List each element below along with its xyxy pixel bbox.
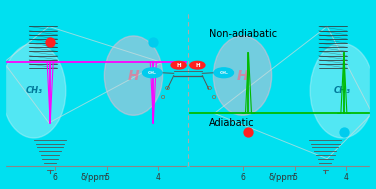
Text: 4: 4 (344, 173, 349, 182)
Circle shape (171, 61, 186, 69)
Text: CH₃: CH₃ (26, 86, 42, 95)
Text: H: H (128, 69, 139, 83)
Ellipse shape (310, 43, 374, 138)
Ellipse shape (2, 43, 66, 138)
Text: δ/ppm: δ/ppm (268, 173, 296, 182)
Circle shape (190, 61, 205, 69)
Text: 6: 6 (53, 173, 58, 182)
Circle shape (214, 68, 233, 78)
Text: O: O (160, 95, 165, 100)
Text: δ/ppm: δ/ppm (80, 173, 108, 182)
Text: Adiabatic: Adiabatic (209, 118, 254, 128)
Text: CH₃: CH₃ (148, 71, 157, 75)
Text: O: O (211, 95, 216, 100)
Point (341, 131, 347, 134)
Text: 6: 6 (241, 173, 246, 182)
Text: 5: 5 (293, 173, 297, 182)
Text: Non-adiabatic: Non-adiabatic (209, 29, 277, 39)
Ellipse shape (214, 36, 271, 115)
Text: CH₃: CH₃ (334, 86, 350, 95)
Text: H: H (237, 69, 248, 83)
Point (47, 40, 53, 43)
Circle shape (143, 68, 162, 78)
Text: CH₃: CH₃ (219, 71, 228, 75)
Text: H: H (176, 63, 181, 68)
Text: O: O (165, 86, 170, 91)
Point (246, 131, 252, 134)
Text: H: H (195, 63, 200, 68)
Ellipse shape (104, 36, 162, 115)
Point (150, 40, 156, 43)
Text: O: O (206, 86, 211, 91)
Text: 5: 5 (105, 173, 109, 182)
Text: 4: 4 (156, 173, 161, 182)
